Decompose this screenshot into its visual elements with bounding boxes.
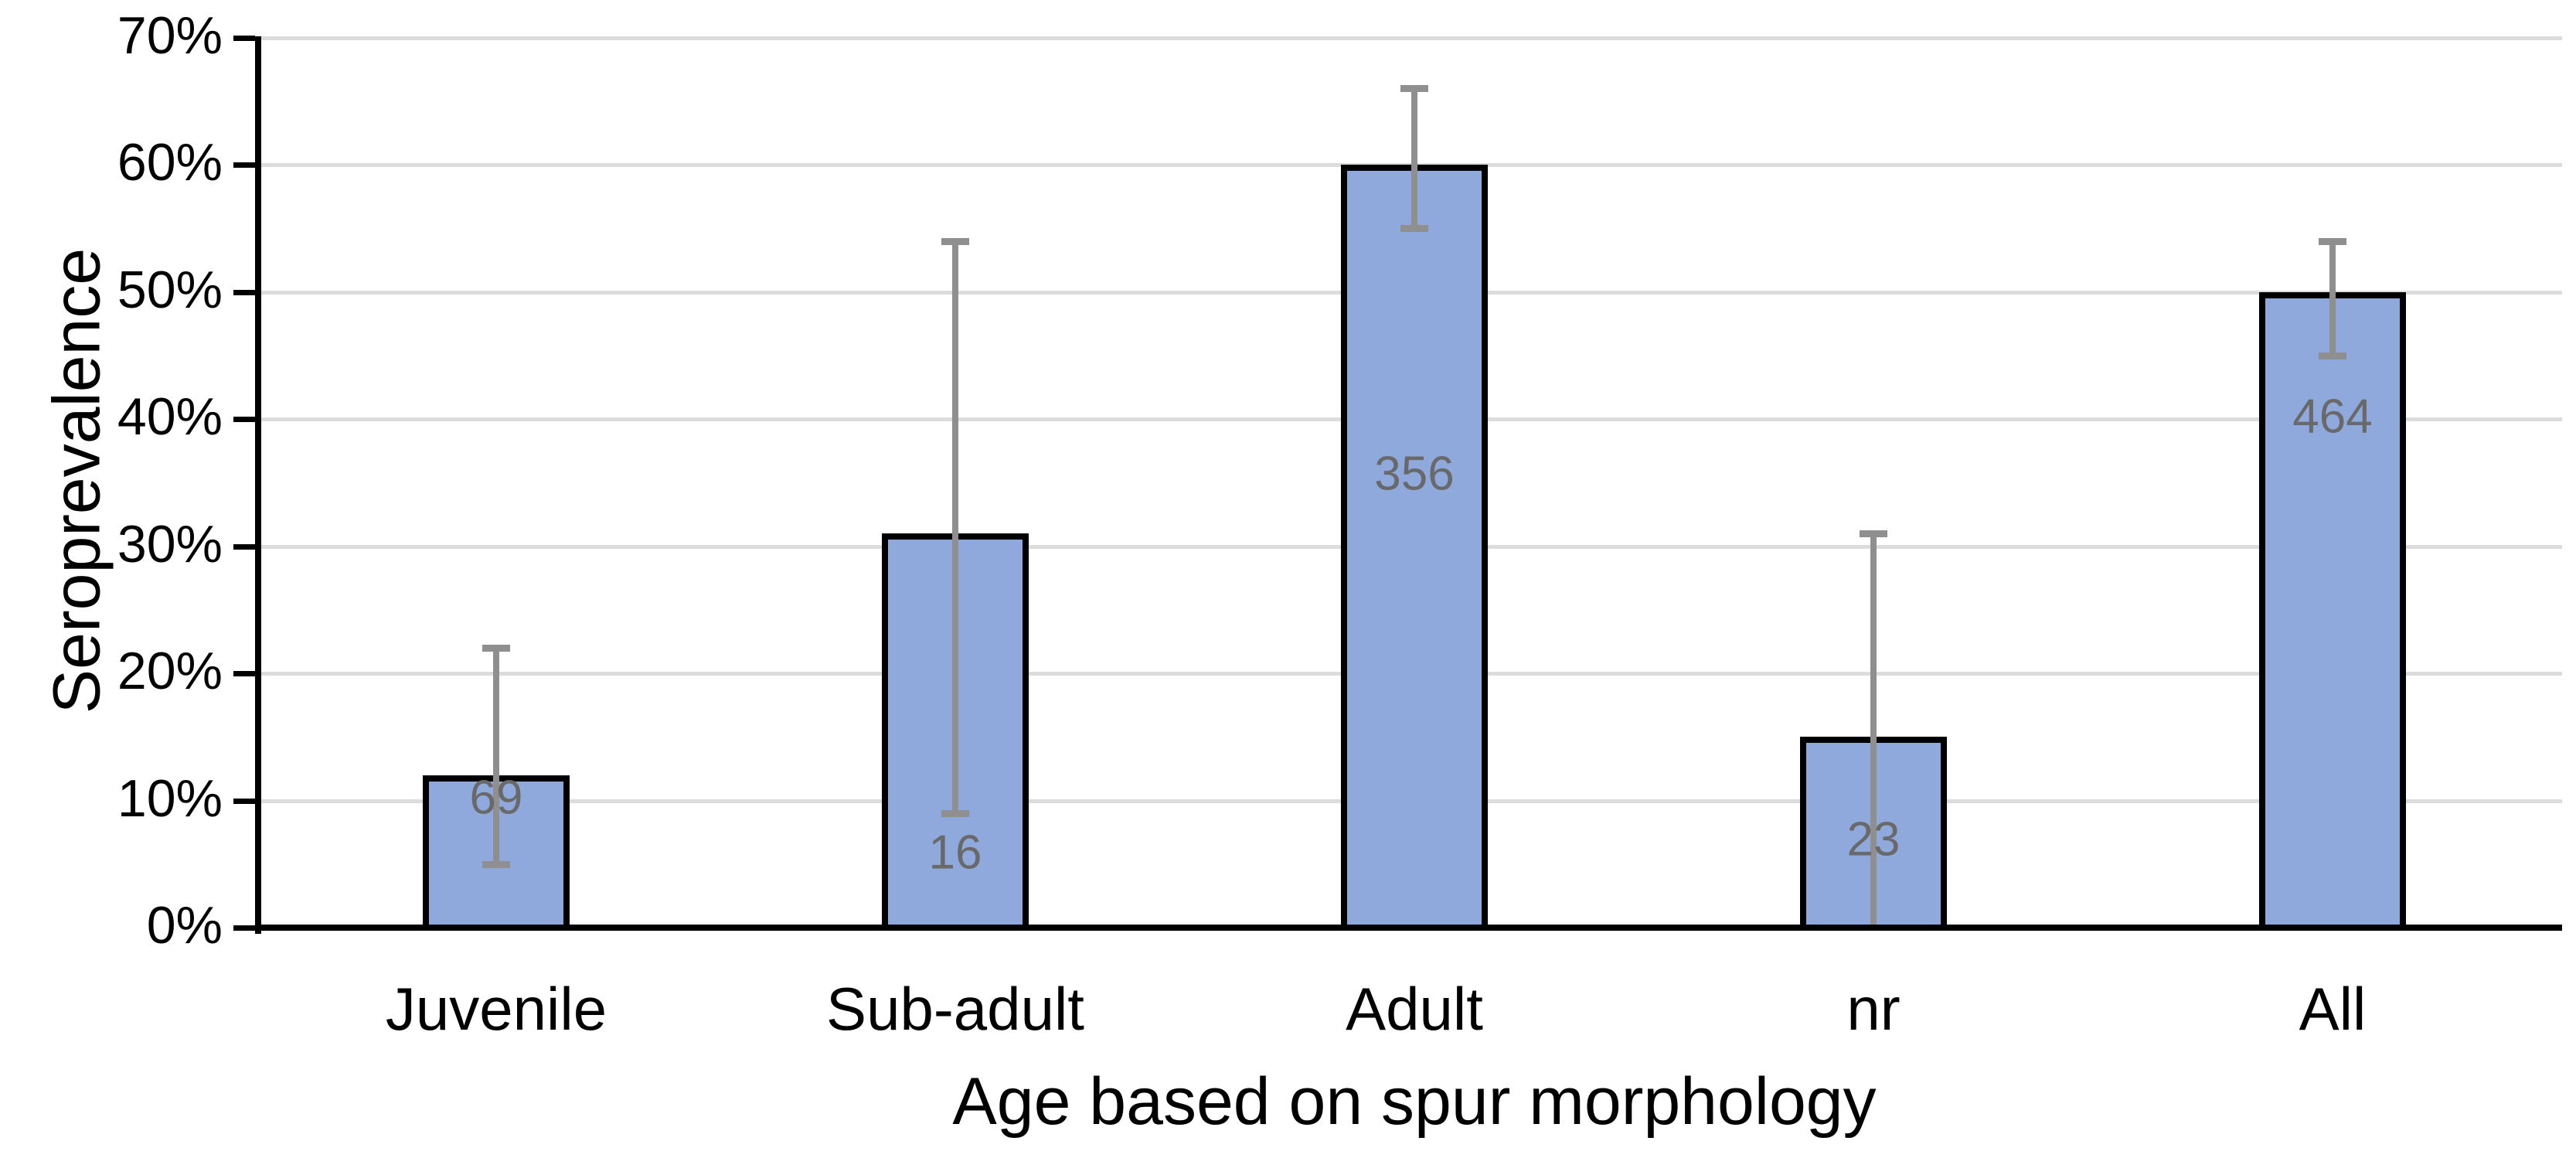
bar-count-label: 69 — [469, 771, 523, 825]
x-axis-category-label: Adult — [1346, 975, 1483, 1043]
error-bar-cap-bottom — [941, 809, 969, 817]
error-bar-cap-top — [941, 237, 969, 245]
error-bar-line — [493, 648, 499, 864]
error-bar-line — [952, 240, 958, 813]
error-bar-cap-top — [482, 645, 510, 652]
bar-count-label: 16 — [928, 826, 982, 880]
y-axis-tick-label: 50% — [117, 260, 223, 319]
y-axis-tick — [233, 417, 255, 422]
x-axis-category-label: Sub-adult — [826, 975, 1084, 1043]
error-bar-line — [1411, 88, 1417, 229]
error-bar-cap-bottom — [1400, 225, 1428, 233]
x-axis-category-label: All — [2299, 975, 2367, 1043]
y-axis-tick-label: 10% — [117, 768, 223, 828]
bar-count-label: 23 — [1846, 812, 1901, 867]
error-bar-cap-bottom — [2319, 352, 2346, 359]
major-gridline — [255, 36, 2562, 40]
error-bar-line — [1870, 533, 1877, 928]
y-axis-line — [255, 36, 261, 934]
x-axis-title: Age based on spur morphology — [952, 1064, 1877, 1139]
y-axis-tick — [233, 671, 255, 676]
bar-count-label: 356 — [1374, 447, 1455, 501]
y-axis-tick-label: 60% — [117, 132, 223, 192]
y-axis-tick-label: 0% — [146, 895, 223, 955]
bar-adult — [1341, 165, 1488, 931]
error-bar-cap-top — [1860, 530, 1887, 538]
y-axis-tick — [233, 543, 255, 550]
x-axis-line — [255, 925, 2562, 931]
y-axis-tick-label: 30% — [117, 514, 223, 574]
x-axis-category-label: nr — [1846, 975, 1901, 1043]
y-axis-tick — [233, 162, 255, 168]
bar-count-label: 464 — [2292, 390, 2373, 444]
y-axis-tick-label: 20% — [117, 641, 223, 700]
error-bar-line — [2329, 240, 2336, 356]
y-axis-tick — [233, 35, 255, 41]
x-axis-category-label: Juvenile — [385, 975, 607, 1043]
y-axis-tick-label: 70% — [117, 5, 223, 65]
error-bar-cap-top — [1400, 85, 1428, 93]
bar-all — [2259, 291, 2406, 931]
error-bar-cap-bottom — [482, 860, 510, 868]
error-bar-cap-top — [2319, 237, 2346, 245]
y-axis-tick — [233, 798, 255, 804]
y-axis-tick — [233, 925, 255, 931]
y-axis-tick — [233, 289, 255, 295]
y-axis-tick-label: 40% — [117, 387, 223, 446]
